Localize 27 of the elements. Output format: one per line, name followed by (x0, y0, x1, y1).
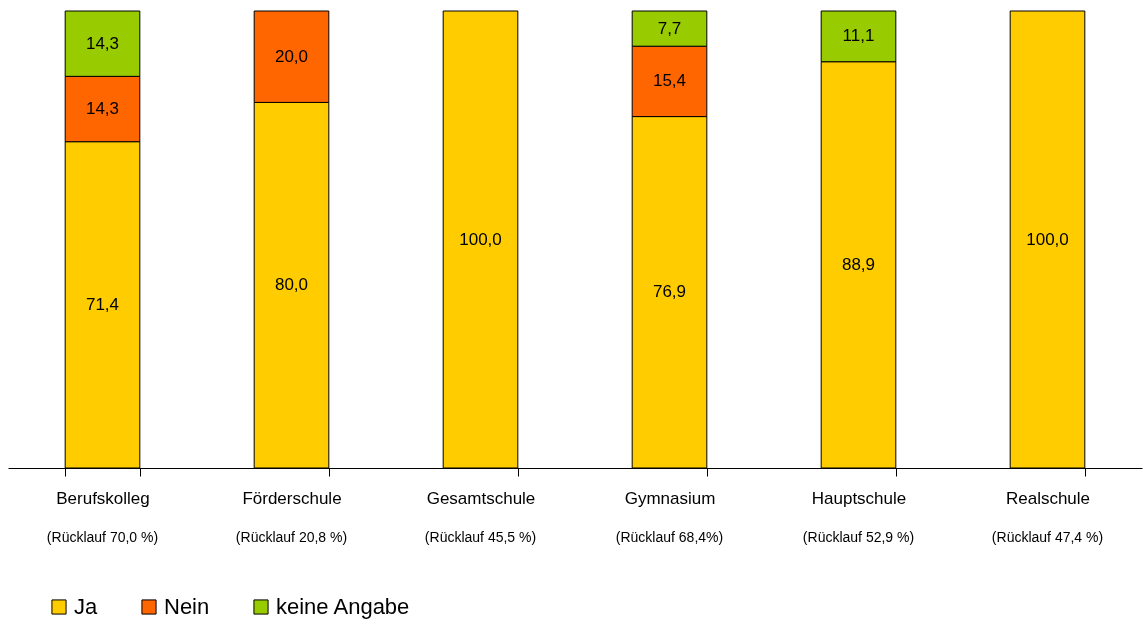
text: (Rücklauf 45,5 %) (424, 529, 537, 545)
data-label: 76,9 (652, 282, 687, 302)
text: (Rücklauf 52,9 %) (802, 529, 915, 545)
data-label: 88,9 (841, 254, 876, 274)
text: (Rücklauf 20,8 %) (235, 529, 348, 545)
x-tick-label: Realschule (1005, 488, 1091, 508)
text: (Rücklauf 68,4%) (615, 529, 724, 545)
data-label: 7,7 (657, 18, 682, 38)
data-label: 100,0 (1026, 229, 1069, 249)
text: (Rücklauf 70,0 %) (46, 529, 159, 545)
text: (Rücklauf 47,4 %) (991, 529, 1104, 545)
legend-label: Ja (74, 594, 98, 619)
x-tick-label: Hauptschule (811, 488, 907, 508)
x-tick-label: Förderschule (242, 488, 342, 508)
data-label: 71,4 (85, 294, 120, 314)
data-label: 80,0 (274, 275, 309, 295)
data-label: 11,1 (842, 26, 875, 46)
data-label: 100,0 (459, 229, 502, 249)
x-tick-label: Berufskolleg (56, 488, 150, 508)
data-label: 14,3 (85, 99, 120, 119)
data-label: 15,4 (652, 71, 687, 91)
data-label: 14,3 (85, 33, 120, 53)
data-label: 20,0 (274, 46, 309, 66)
x-tick-label: Gymnasium (624, 488, 716, 508)
legend-label: Nein (164, 594, 210, 619)
legend-label: keine Angabe (276, 594, 410, 619)
x-tick-label: Gesamtschule (426, 488, 536, 508)
